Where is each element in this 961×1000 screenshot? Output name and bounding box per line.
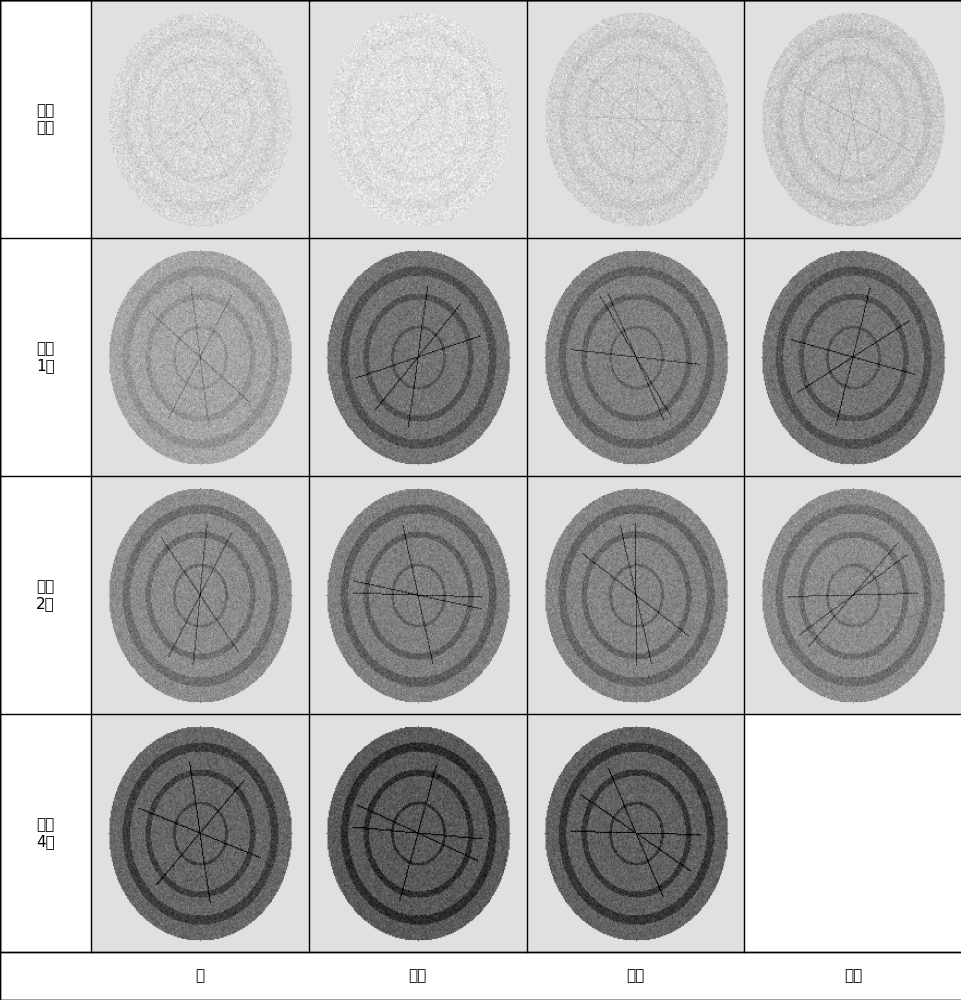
Text: 养殖
1月: 养殖 1月 [37,341,55,373]
Text: 养殖
4月: 养殖 4月 [37,817,55,849]
Text: 强烈: 强烈 [843,968,861,984]
Text: 可见: 可见 [408,968,427,984]
Text: 养殖
2月: 养殖 2月 [37,579,55,611]
Text: 无: 无 [195,968,205,984]
Text: 开始
养殖: 开始 养殖 [37,103,55,135]
Text: 明显: 明显 [626,968,644,984]
